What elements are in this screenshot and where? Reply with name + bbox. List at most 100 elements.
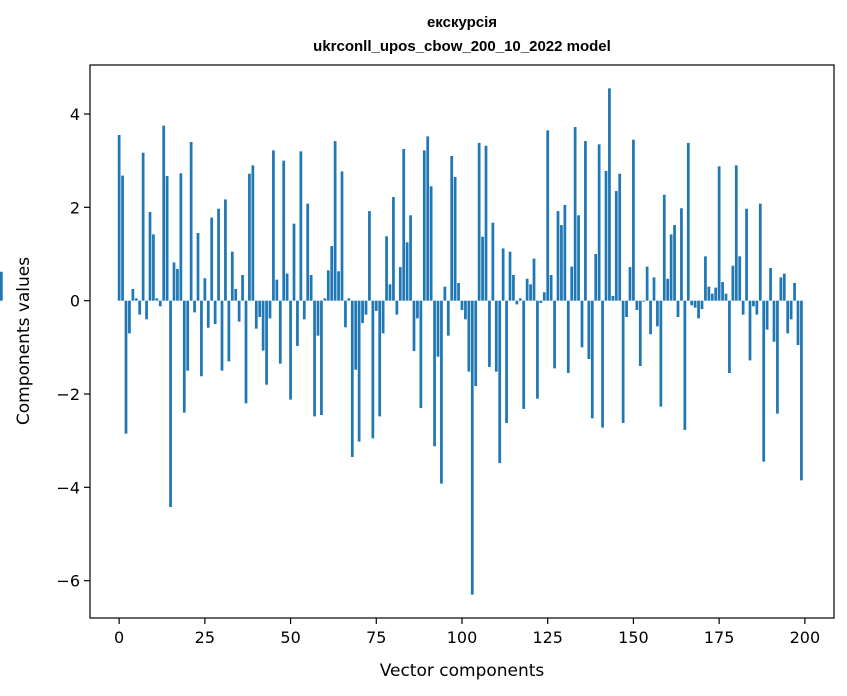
bar <box>316 300 320 336</box>
chart-title: екскурсія <box>427 14 497 31</box>
y-axis-ticks: −6 −4 −2 0 2 4 <box>56 105 90 591</box>
bar <box>323 298 327 301</box>
bar <box>769 268 772 301</box>
bar <box>467 300 471 372</box>
bar <box>597 144 601 301</box>
bar <box>738 256 742 301</box>
bar <box>621 300 625 423</box>
bar <box>340 171 344 301</box>
bar <box>200 300 203 377</box>
bar <box>440 300 443 484</box>
bar <box>189 142 193 301</box>
bar <box>529 284 532 301</box>
y-tick-label: −4 <box>56 478 80 497</box>
y-tick-label: −2 <box>56 385 80 404</box>
bar <box>193 300 196 313</box>
bar <box>704 256 707 301</box>
bar <box>594 254 598 301</box>
bar <box>724 293 728 301</box>
bar <box>697 300 700 319</box>
bar <box>498 300 502 464</box>
bar <box>518 298 522 301</box>
bar <box>669 234 673 301</box>
bar <box>426 136 430 301</box>
bar <box>481 236 484 301</box>
bar <box>474 300 478 387</box>
bar <box>402 149 406 301</box>
bar <box>796 300 800 345</box>
y-tick-label: 2 <box>70 198 80 217</box>
bar <box>625 300 628 317</box>
bar <box>580 300 584 348</box>
bar <box>320 300 323 415</box>
bar <box>638 300 642 366</box>
x-tick-label: 125 <box>532 628 563 647</box>
bar <box>158 300 162 307</box>
bar <box>680 208 683 301</box>
x-tick-label: 150 <box>618 628 649 647</box>
bar <box>117 135 121 301</box>
bar <box>614 191 618 301</box>
bar <box>505 300 508 423</box>
bar <box>429 186 433 301</box>
bar <box>371 300 375 439</box>
bar <box>268 300 272 319</box>
bar <box>570 266 574 301</box>
bar <box>731 265 735 301</box>
bar <box>296 300 299 346</box>
bar <box>134 298 138 301</box>
bar <box>446 300 450 336</box>
bar <box>628 267 632 301</box>
x-tick-label: 0 <box>114 628 124 647</box>
chart-subtitle: ukrconll_upos_cbow_200_10_2022 model <box>313 38 611 55</box>
bar <box>299 151 303 301</box>
bar <box>590 300 594 419</box>
bar <box>381 300 385 334</box>
bar <box>405 242 409 301</box>
bar <box>344 300 347 328</box>
bar <box>230 251 234 301</box>
bar <box>515 300 519 305</box>
bar <box>176 268 179 301</box>
bar <box>525 278 529 301</box>
bar <box>604 170 608 301</box>
bar <box>433 300 436 447</box>
bar <box>772 300 776 342</box>
bar <box>549 275 553 301</box>
bar <box>782 273 786 301</box>
bar <box>203 278 207 301</box>
bar <box>217 208 220 301</box>
bar <box>364 300 368 315</box>
bar <box>608 88 611 301</box>
bar <box>152 234 155 301</box>
bar <box>734 165 738 301</box>
bar <box>649 300 652 335</box>
bar <box>206 300 210 328</box>
bar <box>374 300 378 311</box>
bar <box>786 300 790 334</box>
bar <box>145 300 148 320</box>
bar <box>659 300 663 407</box>
bar <box>289 300 292 400</box>
bar <box>128 300 131 334</box>
bar <box>309 275 313 301</box>
bar <box>536 300 539 399</box>
bar <box>419 300 423 408</box>
bar <box>542 292 546 301</box>
bar <box>556 211 560 301</box>
bar <box>302 300 306 320</box>
bar <box>182 300 186 413</box>
bar <box>292 223 296 301</box>
y-axis-label: Components values <box>14 257 34 425</box>
bar <box>508 251 512 301</box>
x-axis-label: Vector components <box>380 661 545 681</box>
bar <box>745 208 748 301</box>
bar <box>248 173 251 301</box>
bar <box>350 300 354 457</box>
bar <box>368 211 371 301</box>
bar <box>601 300 604 428</box>
bar <box>721 282 724 301</box>
bar <box>124 300 128 434</box>
bar <box>416 300 419 319</box>
bar <box>258 300 262 317</box>
